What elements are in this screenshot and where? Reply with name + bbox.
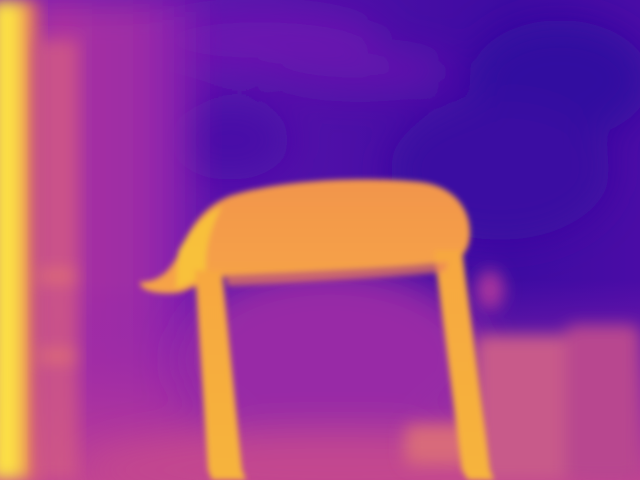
left-shelf [36,40,78,480]
far-wall-shading [140,10,640,240]
stool-seat [140,179,470,294]
stool-leg-left [195,270,246,480]
left-near-object [0,0,38,480]
stool [140,179,494,480]
stool-leg-right [434,250,494,480]
right-objects [405,270,640,480]
